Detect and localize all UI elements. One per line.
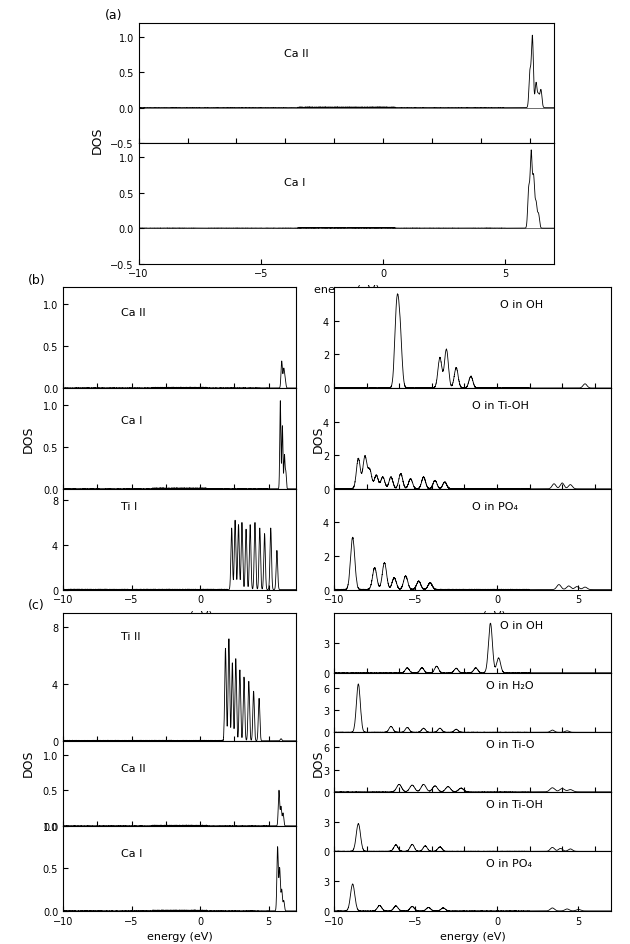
Text: O in Ti-OH: O in Ti-OH <box>486 799 543 809</box>
X-axis label: energy (eV): energy (eV) <box>147 932 212 941</box>
Text: Ca II: Ca II <box>284 49 309 59</box>
Text: O in H₂O: O in H₂O <box>486 680 534 690</box>
Text: DOS: DOS <box>91 126 104 154</box>
Text: DOS: DOS <box>312 425 324 453</box>
X-axis label: energy (eV): energy (eV) <box>147 611 212 620</box>
X-axis label: energy (eV): energy (eV) <box>440 611 505 620</box>
Text: Ca I: Ca I <box>121 848 142 858</box>
Text: O in OH: O in OH <box>500 620 543 631</box>
Text: Ti I: Ti I <box>121 501 137 512</box>
Text: O in PO₄: O in PO₄ <box>486 858 532 868</box>
Text: (b): (b) <box>28 274 45 287</box>
Text: (c): (c) <box>28 598 45 612</box>
Text: (a): (a) <box>105 8 123 22</box>
Text: Ca II: Ca II <box>121 308 146 318</box>
Text: Ca I: Ca I <box>284 178 306 188</box>
Text: O in OH: O in OH <box>500 300 543 310</box>
Text: DOS: DOS <box>22 749 35 777</box>
Text: O in PO₄: O in PO₄ <box>472 501 518 512</box>
Text: Ca II: Ca II <box>121 763 146 773</box>
Text: DOS: DOS <box>312 749 324 777</box>
Text: O in Ti-O: O in Ti-O <box>486 739 535 750</box>
Text: DOS: DOS <box>22 425 35 453</box>
Text: O in Ti-OH: O in Ti-OH <box>472 401 529 411</box>
X-axis label: energy (eV): energy (eV) <box>314 285 379 295</box>
Text: Ca I: Ca I <box>121 416 142 426</box>
X-axis label: energy (eV): energy (eV) <box>440 932 505 941</box>
Text: Ti II: Ti II <box>121 632 140 641</box>
